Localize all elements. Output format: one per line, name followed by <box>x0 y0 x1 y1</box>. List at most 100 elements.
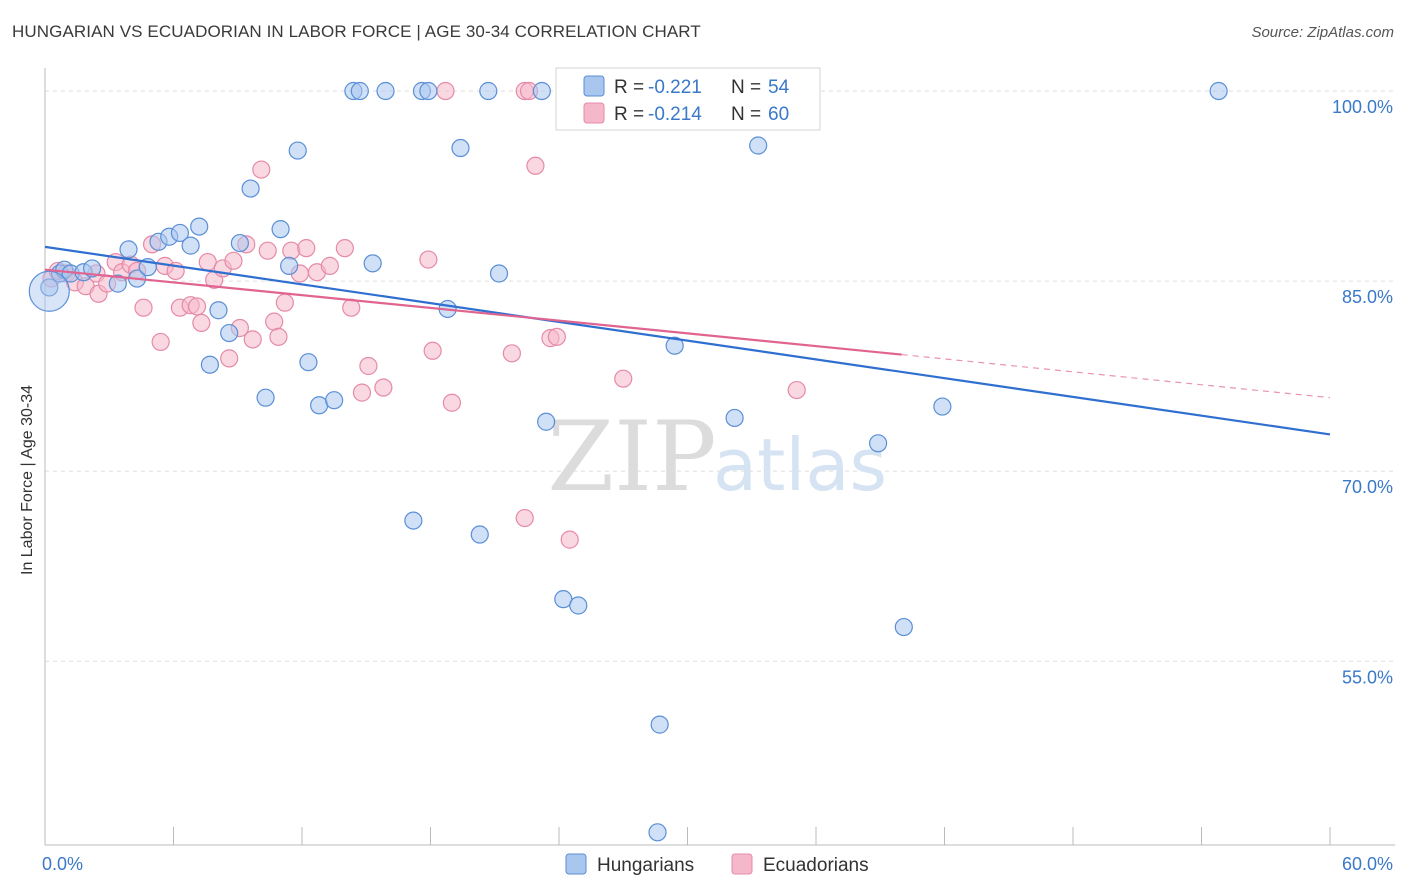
hungarian-points <box>28 81 1228 842</box>
hungarian-point <box>1209 81 1228 101</box>
watermark-zip: ZIP <box>547 401 716 513</box>
hungarian-point <box>648 823 667 842</box>
ecuadorian-point <box>419 250 438 269</box>
hungarian-point <box>470 525 489 544</box>
legend-r-label-1: R = <box>614 77 644 98</box>
hungarian-point <box>350 81 369 101</box>
legend-r-value-1: -0.221 <box>648 77 702 98</box>
hungarian-point <box>869 434 888 453</box>
hungarian-point <box>288 141 307 160</box>
hungarian-point <box>451 138 470 158</box>
correlation-legend: R = -0.221 N = 54 R = -0.214 N = 60 <box>555 67 821 131</box>
chart-title: HUNGARIAN VS ECUADORIAN IN LABOR FORCE |… <box>12 22 701 41</box>
ecuadorian-point <box>282 241 301 260</box>
watermark: ZIP atlas <box>547 401 887 513</box>
hungarian-point <box>749 136 768 155</box>
ecuadorian-trend-line <box>44 268 902 356</box>
ecuadorian-point <box>151 332 170 352</box>
watermark-atlas: atlas <box>713 423 887 507</box>
hungarian-point <box>209 301 228 320</box>
x-tick-label-min: 0.0% <box>42 854 83 874</box>
hungarian-point <box>299 353 318 372</box>
x-tick-labels: 0.0% 60.0% <box>42 854 1393 874</box>
ecuadorian-point <box>442 393 462 412</box>
ecuadorian-point <box>547 327 566 346</box>
bottom-swatch-hungarians <box>565 853 587 875</box>
ecuadorian-point <box>258 241 277 260</box>
ecuadorian-point <box>560 530 579 549</box>
y-tick-label: 70.0% <box>1342 477 1393 497</box>
legend-n-label-2: N = <box>731 104 761 125</box>
ecuadorian-point <box>275 293 294 312</box>
source-credit: Source: ZipAtlas.com <box>1251 24 1394 41</box>
hungarian-point <box>271 220 290 239</box>
hungarian-point <box>537 412 556 431</box>
y-axis-label: In Labor Force | Age 30-34 <box>19 384 36 575</box>
hungarian-point <box>325 391 344 410</box>
ecuadorian-point <box>423 341 442 360</box>
ecuadorian-point <box>243 330 262 349</box>
hungarian-point <box>725 408 744 428</box>
hungarian-point <box>665 336 684 355</box>
hungarian-point <box>200 355 220 374</box>
ecuadorian-point <box>297 239 316 258</box>
hungarian-point <box>241 179 260 198</box>
hungarian-point <box>170 223 190 243</box>
hungarian-point <box>230 233 249 253</box>
legend-swatch-hungarians <box>583 75 605 97</box>
ecuadorian-point <box>352 383 372 402</box>
hungarian-point <box>650 715 669 734</box>
hungarian-point <box>83 259 102 278</box>
ecuadorian-point <box>359 356 378 376</box>
hungarian-point <box>181 236 200 255</box>
hungarian-point <box>404 511 423 530</box>
legend-n-label-1: N = <box>731 77 761 98</box>
y-tick-label: 55.0% <box>1342 667 1393 687</box>
hungarian-point <box>569 596 588 615</box>
gridlines <box>45 90 1395 662</box>
hungarian-point <box>489 264 509 283</box>
ecuadorian-point <box>502 344 521 363</box>
hungarian-point <box>532 81 551 101</box>
ecuadorian-point <box>269 327 288 346</box>
ecuadorian-point <box>342 298 361 317</box>
legend-r-value-2: -0.214 <box>648 104 702 125</box>
ecuadorian-point <box>224 251 243 270</box>
legend-n-value-1: 54 <box>768 77 790 98</box>
legend-swatch-ecuadorians <box>583 102 605 124</box>
ecuadorian-point <box>515 508 534 528</box>
bottom-label-hungarians: Hungarians <box>597 855 694 876</box>
bottom-swatch-ecuadorians <box>731 853 753 875</box>
ecuadorian-point <box>192 313 211 333</box>
hungarian-point <box>108 274 127 293</box>
hungarian-trend-line <box>44 245 1331 436</box>
hungarian-point <box>479 81 498 101</box>
y-tick-labels: 55.0% 70.0% 85.0% 100.0% <box>1332 97 1393 687</box>
ecuadorian-trend-extension <box>901 353 1331 399</box>
ecuadorian-point <box>187 297 207 316</box>
hungarian-point <box>119 240 138 259</box>
hungarian-point-cluster <box>28 270 70 312</box>
ecuadorian-point <box>252 160 271 179</box>
ecuadorian-point <box>526 156 545 175</box>
y-tick-label: 100.0% <box>1332 97 1393 117</box>
trend-lines <box>44 245 1331 436</box>
legend-n-value-2: 60 <box>768 104 789 125</box>
ecuadorian-point <box>220 349 239 368</box>
y-tick-label: 85.0% <box>1342 287 1393 307</box>
ecuadorian-point <box>787 380 806 400</box>
bottom-label-ecuadorians: Ecuadorians <box>763 855 869 876</box>
hungarian-point <box>220 323 239 343</box>
hungarian-point <box>419 81 438 101</box>
hungarian-point <box>933 397 952 416</box>
hungarian-point <box>280 256 299 275</box>
x-tick-label-max: 60.0% <box>1342 854 1393 874</box>
ecuadorian-point <box>374 378 393 397</box>
hungarian-point <box>894 617 913 637</box>
hungarian-point <box>363 254 382 273</box>
series-legend: Hungarians Ecuadorians <box>565 853 869 876</box>
ecuadorian-point <box>335 239 354 258</box>
ecuadorian-point <box>265 312 284 331</box>
ecuadorian-point <box>614 369 633 388</box>
